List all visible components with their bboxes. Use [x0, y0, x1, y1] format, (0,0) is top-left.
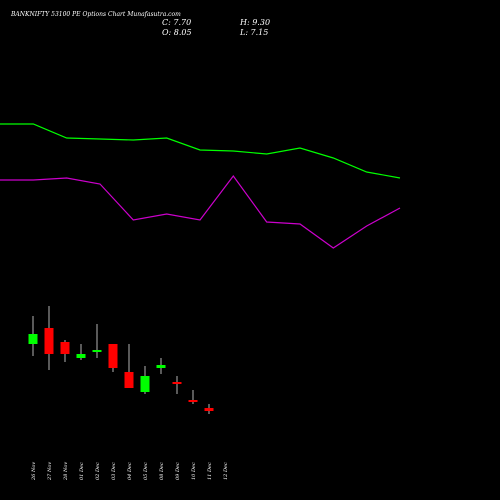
x-tick-label: 08 Dec	[159, 462, 165, 480]
candle-body	[188, 400, 198, 402]
candle	[28, 316, 38, 356]
x-tick-label: 02 Dec	[95, 462, 101, 480]
x-tick-label: 01 Dec	[79, 462, 85, 480]
candle	[124, 344, 134, 388]
x-tick-label: 28 Nov	[63, 462, 69, 481]
x-tick-label: 11 Dec	[207, 462, 213, 480]
candle	[92, 324, 102, 358]
candle-body	[124, 372, 134, 388]
x-tick-label: 03 Dec	[111, 462, 117, 480]
x-tick-label: 05 Dec	[143, 462, 149, 480]
low-value: L: 7.15	[240, 28, 269, 37]
chart-title: BANKNIFTY 53100 PE Options Chart Munafas…	[11, 11, 181, 18]
x-tick-label: 04 Dec	[127, 462, 133, 480]
candle-body	[60, 342, 70, 354]
upper-line-series	[0, 123, 401, 179]
candle-body	[44, 328, 54, 354]
candle-body	[140, 376, 150, 392]
x-tick-label: 27 Nov	[47, 462, 53, 481]
lower-line-series	[0, 174, 401, 249]
candle-body	[204, 408, 214, 411]
high-value: H: 9.30	[240, 18, 271, 27]
candle-body	[156, 365, 166, 368]
candle-body	[28, 334, 38, 344]
candle	[108, 344, 118, 372]
x-tick-label: 10 Dec	[191, 462, 197, 480]
x-tick-label: 09 Dec	[175, 462, 181, 480]
candle-body	[92, 350, 102, 352]
close-value: C: 7.70	[162, 18, 192, 27]
x-tick-label: 12 Dec	[223, 462, 229, 480]
candle-body	[76, 354, 86, 358]
candle	[204, 404, 214, 414]
candle	[44, 306, 54, 370]
candle	[156, 358, 166, 374]
candle	[140, 366, 150, 394]
x-tick-label: 26 Nov	[31, 462, 37, 481]
candle	[188, 390, 198, 404]
candle	[172, 376, 182, 394]
open-value: O: 8.05	[162, 28, 192, 37]
candle-body	[108, 344, 118, 368]
candle-body	[172, 382, 182, 384]
candle	[60, 340, 70, 362]
candle	[76, 344, 86, 360]
